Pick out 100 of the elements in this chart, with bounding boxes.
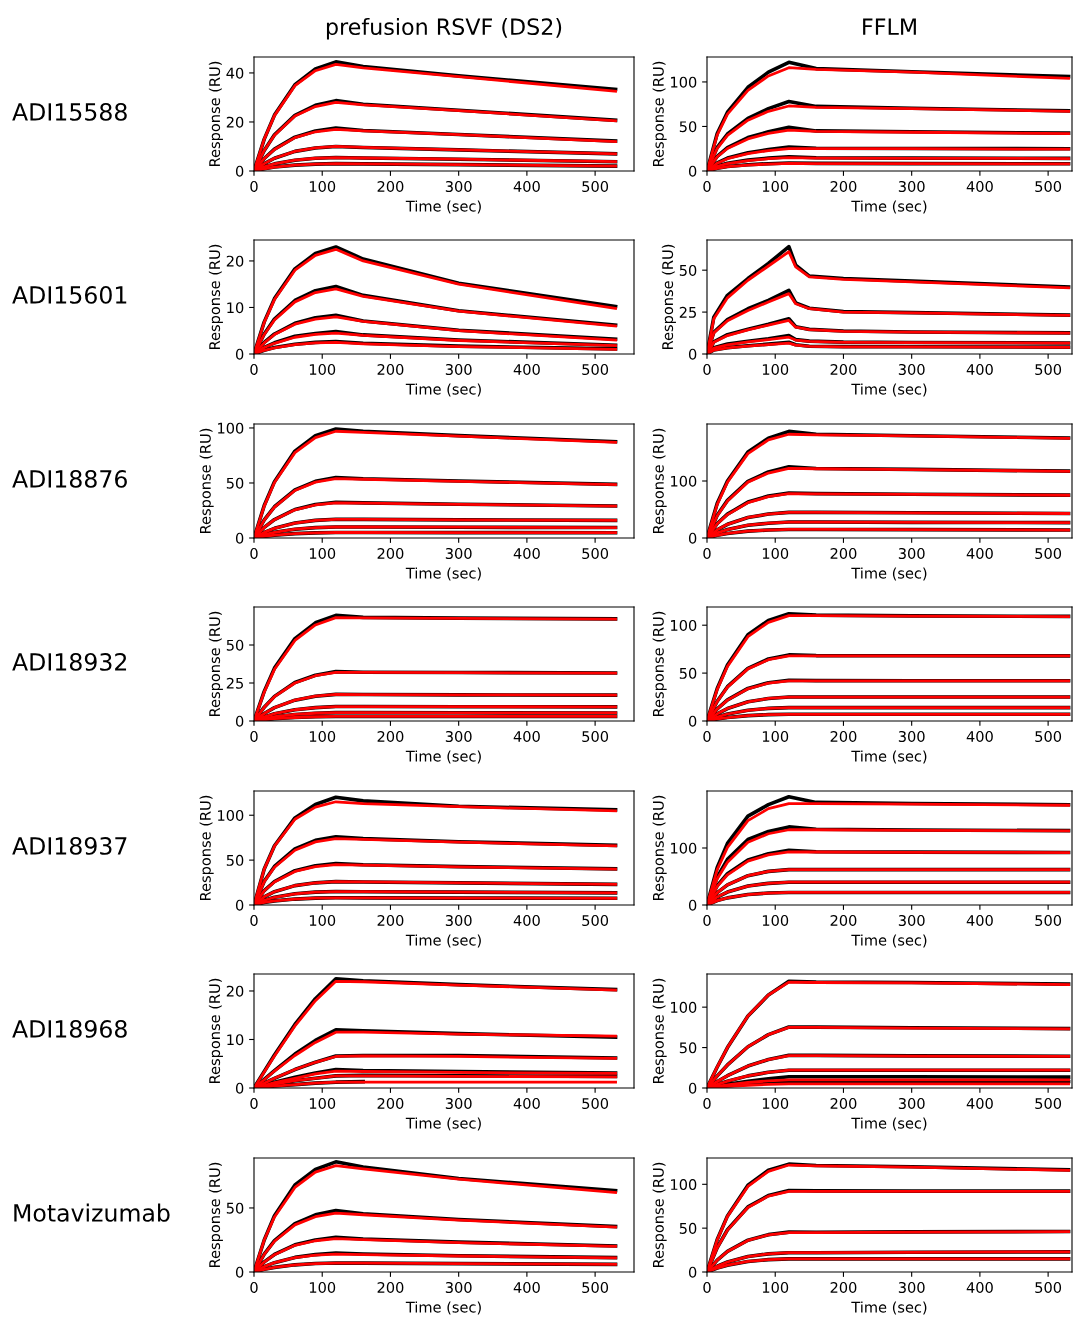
x-tick-label: 300 bbox=[898, 363, 925, 376]
x-tick-label: 200 bbox=[377, 1097, 404, 1110]
x-tick-label: 400 bbox=[966, 363, 993, 376]
x-tick-label: 400 bbox=[966, 1097, 993, 1110]
x-tick-label: 0 bbox=[250, 1281, 258, 1294]
x-tick-label: 400 bbox=[513, 180, 540, 193]
y-tick-label: 100 bbox=[671, 475, 697, 487]
x-axis-title: Time (sec) bbox=[405, 934, 481, 948]
y-axis-title: Response (RU) bbox=[661, 244, 676, 349]
y-tick-label: 25 bbox=[679, 306, 696, 318]
x-tick-label: 300 bbox=[445, 914, 472, 927]
x-tick-label: 200 bbox=[830, 1097, 857, 1110]
x-tick-label: 500 bbox=[1035, 730, 1062, 743]
text: ADI15601 bbox=[12, 285, 127, 304]
x-tick-label: 0 bbox=[703, 1097, 711, 1110]
y-tick-label: 25 bbox=[226, 677, 243, 689]
x-tick-label: 500 bbox=[582, 914, 609, 927]
x-tick-label: 400 bbox=[966, 914, 993, 927]
y-tick-label: 50 bbox=[679, 1222, 697, 1234]
x-axis-title: Time (sec) bbox=[405, 200, 481, 214]
x-tick-label: 100 bbox=[762, 180, 789, 193]
y-axis-title: Response (RU) bbox=[208, 244, 223, 349]
x-tick-label: 300 bbox=[898, 1097, 925, 1110]
x-axis-title: Time (sec) bbox=[851, 1301, 927, 1315]
x-tick-label: 300 bbox=[445, 180, 472, 193]
x-tick-label: 200 bbox=[377, 1281, 404, 1294]
y-axis-title: Response (RU) bbox=[208, 978, 223, 1083]
text: Motavizumab bbox=[14, 1203, 170, 1222]
x-axis-title: Time (sec) bbox=[851, 934, 927, 948]
y-tick-label: 50 bbox=[679, 667, 697, 679]
x-tick-label: 100 bbox=[309, 180, 336, 193]
x-tick-label: 300 bbox=[898, 1281, 925, 1294]
x-tick-label: 0 bbox=[703, 730, 711, 743]
x-tick-label: 100 bbox=[309, 363, 336, 376]
y-tick-label: 100 bbox=[671, 619, 697, 631]
y-tick-label: 0 bbox=[235, 165, 244, 177]
text: ADI18876 bbox=[12, 469, 127, 488]
x-tick-label: 200 bbox=[830, 730, 857, 743]
x-tick-label: 0 bbox=[703, 914, 711, 927]
x-tick-label: 100 bbox=[762, 1097, 789, 1110]
y-axis-title: Response (RU) bbox=[652, 611, 667, 716]
x-tick-label: 200 bbox=[377, 730, 404, 743]
y-tick-label: 0 bbox=[235, 348, 244, 360]
x-tick-label: 100 bbox=[309, 1281, 336, 1294]
y-axis-title: Response (RU) bbox=[652, 428, 667, 533]
x-tick-label: 300 bbox=[898, 180, 925, 193]
y-tick-label: 0 bbox=[688, 1082, 697, 1094]
x-axis-title: Time (sec) bbox=[405, 567, 481, 581]
y-axis-title: Response (RU) bbox=[652, 1162, 667, 1267]
x-tick-label: 500 bbox=[582, 1097, 609, 1110]
x-tick-label: 0 bbox=[703, 363, 711, 376]
y-axis-title: Response (RU) bbox=[199, 428, 214, 533]
x-tick-label: 0 bbox=[703, 1281, 711, 1294]
x-tick-label: 500 bbox=[582, 547, 609, 560]
y-tick-label: 0 bbox=[235, 1082, 244, 1094]
x-tick-label: 100 bbox=[762, 363, 789, 376]
y-tick-label: 20 bbox=[226, 116, 244, 128]
x-tick-label: 500 bbox=[1035, 1097, 1062, 1110]
x-tick-label: 100 bbox=[309, 1097, 336, 1110]
x-tick-label: 0 bbox=[703, 547, 711, 560]
x-tick-label: 400 bbox=[513, 547, 540, 560]
x-tick-label: 400 bbox=[966, 1281, 993, 1294]
x-tick-label: 100 bbox=[309, 730, 336, 743]
y-tick-label: 50 bbox=[226, 1202, 244, 1214]
x-axis-title: Time (sec) bbox=[851, 750, 927, 764]
x-axis-title: Time (sec) bbox=[851, 1117, 927, 1131]
x-tick-label: 300 bbox=[445, 1281, 472, 1294]
x-tick-label: 100 bbox=[309, 914, 336, 927]
x-tick-label: 300 bbox=[445, 730, 472, 743]
x-tick-label: 200 bbox=[377, 547, 404, 560]
x-tick-label: 100 bbox=[762, 547, 789, 560]
x-tick-label: 400 bbox=[966, 730, 993, 743]
x-tick-label: 300 bbox=[898, 914, 925, 927]
x-tick-label: 500 bbox=[582, 1281, 609, 1294]
x-tick-label: 300 bbox=[898, 547, 925, 560]
x-tick-label: 400 bbox=[513, 730, 540, 743]
y-tick-label: 0 bbox=[688, 165, 697, 177]
y-tick-label: 0 bbox=[688, 1266, 697, 1278]
x-tick-label: 500 bbox=[1035, 547, 1062, 560]
x-tick-label: 400 bbox=[513, 1097, 540, 1110]
y-tick-label: 50 bbox=[679, 1042, 697, 1054]
y-tick-label: 100 bbox=[218, 422, 244, 434]
y-tick-label: 0 bbox=[235, 899, 244, 911]
y-axis-title: Response (RU) bbox=[208, 61, 223, 166]
y-tick-label: 100 bbox=[218, 809, 244, 821]
x-tick-label: 500 bbox=[582, 730, 609, 743]
x-tick-label: 0 bbox=[250, 914, 258, 927]
x-axis-title: Time (sec) bbox=[405, 383, 481, 397]
x-axis-title: Time (sec) bbox=[405, 1117, 481, 1131]
y-tick-label: 100 bbox=[671, 842, 697, 854]
text: ADI18937 bbox=[12, 836, 127, 855]
text: ADI15588 bbox=[12, 102, 127, 121]
x-tick-label: 300 bbox=[898, 730, 925, 743]
x-tick-label: 200 bbox=[377, 180, 404, 193]
x-tick-label: 0 bbox=[250, 730, 258, 743]
y-tick-label: 20 bbox=[226, 985, 244, 997]
x-tick-label: 400 bbox=[513, 1281, 540, 1294]
y-tick-label: 0 bbox=[235, 532, 244, 544]
x-tick-label: 500 bbox=[1035, 363, 1062, 376]
x-tick-label: 500 bbox=[1035, 180, 1062, 193]
